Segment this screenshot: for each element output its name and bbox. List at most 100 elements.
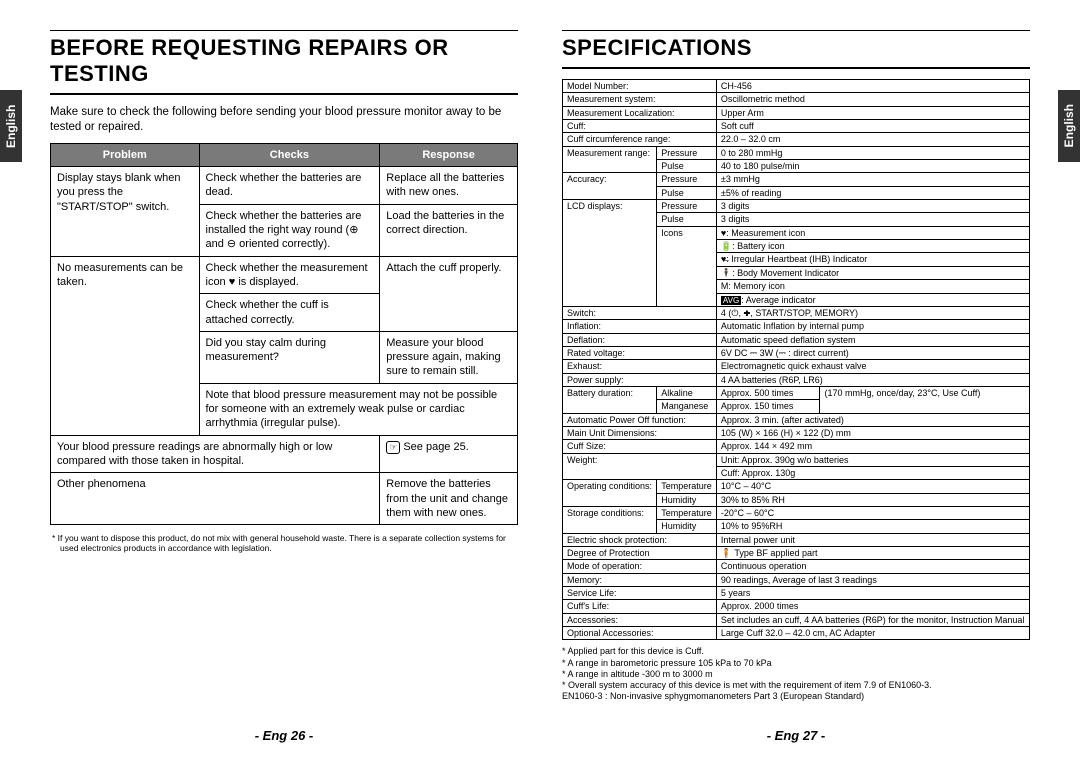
spec-label: Main Unit Dimensions: [563,426,717,439]
cell-check: Check whether the batteries are installe… [199,204,380,256]
table-row: Measurement Localization:Upper Arm [563,106,1030,119]
table-row: LCD displays:Pressure3 digits [563,200,1030,213]
table-row: Other phenomena Remove the batteries fro… [51,473,518,525]
footnote: * If you want to dispose this product, d… [50,533,518,553]
spec-label: Deflation: [563,333,717,346]
spec-value: Approx. 144 × 492 mm [716,440,1029,453]
th-checks: Checks [199,143,380,166]
spec-value: Automatic Inflation by internal pump [716,320,1029,333]
spec-label: Accessories: [563,613,717,626]
table-row: Rated voltage:6V DC ⎓ 3W (⎓ : direct cur… [563,346,1030,359]
page-left: English BEFORE REQUESTING REPAIRS OR TES… [0,0,540,761]
table-row: Display stays blank when you press the "… [51,167,518,205]
spec-value: 22.0 – 32.0 cm [716,133,1029,146]
table-row: Optional Accessories:Large Cuff 32.0 – 4… [563,627,1030,640]
spec-label: Storage conditions: [563,507,657,534]
spec-label: Mode of operation: [563,560,717,573]
spec-sublabel: Humidity [657,493,717,506]
cell-response: Measure your blood pressure again, makin… [380,331,518,383]
spec-value: 🕴: Body Movement Indicator [716,266,1029,279]
table-row: Cuff's Life:Approx. 2000 times [563,600,1030,613]
table-row: Model Number:CH-456 [563,80,1030,93]
spec-label: Automatic Power Off function: [563,413,717,426]
spec-value: (170 mmHg, once/day, 23°C, Use Cuff) [820,386,1030,413]
page-spread: English BEFORE REQUESTING REPAIRS OR TES… [0,0,1080,761]
spec-label: Cuff Size: [563,440,717,453]
language-tab-right: English [1058,90,1080,162]
spec-sublabel: Temperature [657,507,717,520]
spec-sublabel: Pulse [657,186,717,199]
table-row: Electric shock protection:Internal power… [563,533,1030,546]
table-row: Exhaust:Electromagnetic quick exhaust va… [563,360,1030,373]
table-row: Battery duration:AlkalineApprox. 500 tim… [563,386,1030,399]
spec-value: 30% to 85% RH [716,493,1029,506]
table-row: Cuff circumference range:22.0 – 32.0 cm [563,133,1030,146]
spec-sublabel: Humidity [657,520,717,533]
spec-value: Set includes an cuff, 4 AA batteries (R6… [716,613,1029,626]
spec-value: 0 to 280 mmHg [716,146,1029,159]
language-tab-left: English [0,90,22,162]
spec-wrap: Model Number:CH-456 Measurement system:O… [562,79,1030,718]
spec-value: 40 to 180 pulse/min [716,160,1029,173]
cell-response: Replace all the batteries with new ones. [380,167,518,205]
spec-value: 10°C – 40°C [716,480,1029,493]
spec-sublabel: Manganese [657,400,717,413]
spec-sublabel: Pressure [657,146,717,159]
avg-icon: AVG [721,296,741,305]
spec-label: Cuff: [563,120,717,133]
table-row: Power supply:4 AA batteries (R6P, LR6) [563,373,1030,386]
spec-value: 4 AA batteries (R6P, LR6) [716,373,1029,386]
troubleshoot-table: Problem Checks Response Display stays bl… [50,143,518,525]
page-number-right: - Eng 27 - [562,718,1030,743]
table-row: Main Unit Dimensions:105 (W) × 166 (H) ×… [563,426,1030,439]
note-line: * A range in barometoric pressure 105 kP… [562,658,1030,669]
spec-value: 105 (W) × 166 (H) × 122 (D) mm [716,426,1029,439]
spec-value: ♥̶: Irregular Heartbeat (IHB) Indicator [716,253,1029,266]
spec-label: Exhaust: [563,360,717,373]
spec-value: 3 digits [716,213,1029,226]
spec-label: Power supply: [563,373,717,386]
table-header-row: Problem Checks Response [51,143,518,166]
spec-sublabel: Alkaline [657,386,717,399]
spec-sublabel: Pressure [657,173,717,186]
spec-sublabel: Temperature [657,480,717,493]
spec-label: Weight: [563,453,717,480]
table-row: Switch:4 (⏻, ✚, START/STOP, MEMORY) [563,306,1030,319]
cell-problem: Other phenomena [51,473,380,525]
cell-response: ☞See page 25. [380,435,518,473]
note-line: * Applied part for this device is Cuff. [562,646,1030,657]
table-row: Service Life:5 years [563,587,1030,600]
table-row: Accuracy:Pressure±3 mmHg [563,173,1030,186]
spec-value: 🧍 Type BF applied part [716,547,1029,560]
page-title-right: SPECIFICATIONS [562,30,1030,69]
cell-response: Remove the batteries from the unit and c… [380,473,518,525]
spec-label: Cuff circumference range: [563,133,717,146]
spec-value: 5 years [716,587,1029,600]
page-right: English SPECIFICATIONS Model Number:CH-4… [540,0,1080,761]
spec-sublabel: Pulse [657,160,717,173]
spec-label: Operating conditions: [563,480,657,507]
spec-value: Cuff: Approx. 130g [716,466,1029,479]
spec-label: Measurement range: [563,146,657,173]
spec-value: AVGAVG: Average indicator: Average indic… [716,293,1029,306]
spec-value: Large Cuff 32.0 – 42.0 cm, AC Adapter [716,627,1029,640]
th-response: Response [380,143,518,166]
cell-check: Check whether the measurement icon ♥ is … [199,256,380,294]
spec-label: LCD displays: [563,200,657,307]
page-title-left: BEFORE REQUESTING REPAIRS OR TESTING [50,30,518,95]
cell-problem: Your blood pressure readings are abnorma… [51,435,380,473]
spec-label: Battery duration: [563,386,657,413]
spec-label: Service Life: [563,587,717,600]
spec-label: Model Number: [563,80,717,93]
table-row: Weight:Unit: Approx. 390g w/o batteries [563,453,1030,466]
spec-value: 4 (⏻, ✚, START/STOP, MEMORY) [716,306,1029,319]
spec-value: 🔋: Battery icon [716,240,1029,253]
spec-value: 6V DC ⎓ 3W (⎓ : direct current) [716,346,1029,359]
spec-label: Inflation: [563,320,717,333]
spec-table: Model Number:CH-456 Measurement system:O… [562,79,1030,640]
note-line: * A range in altitude -300 m to 3000 m [562,669,1030,680]
note-line: EN1060-3 : Non-invasive sphygmomanometer… [562,691,1030,702]
spec-label: Rated voltage: [563,346,717,359]
table-row: Deflation:Automatic speed deflation syst… [563,333,1030,346]
cell-check: Did you stay calm during measurement? [199,331,380,383]
